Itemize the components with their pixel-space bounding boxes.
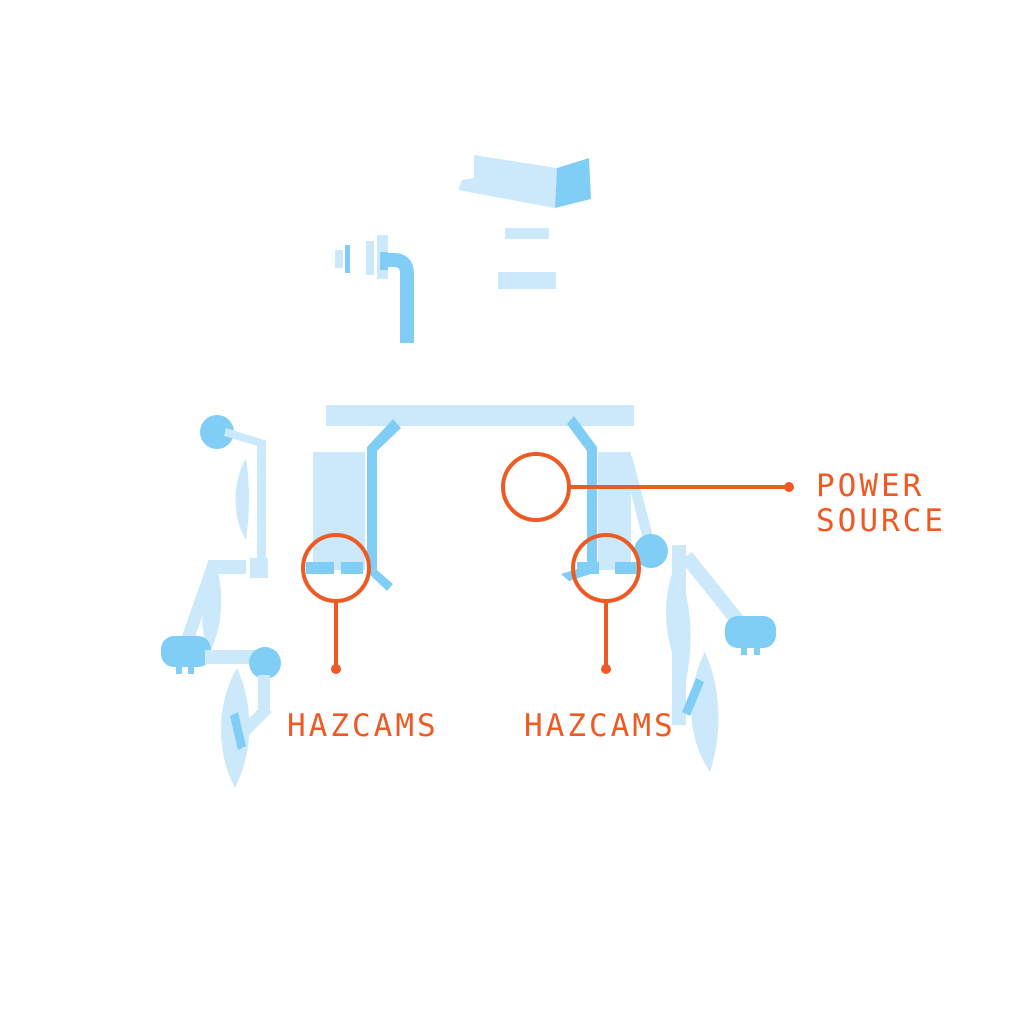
hazcams-left-label: HAZCAMS [287, 708, 439, 744]
suspension-left [161, 415, 281, 788]
hazcams-right-leader-dot [601, 664, 611, 674]
callout-hazcams-left: HAZCAMS [287, 533, 439, 744]
strut-left [367, 419, 401, 591]
suspension-right [623, 456, 776, 772]
mast-segment-upper [505, 228, 549, 239]
robotic-arm [335, 235, 414, 343]
mast-camera-head [458, 155, 591, 208]
power-source-leader-dot [784, 482, 794, 492]
wheel-right-front [725, 616, 776, 648]
body-block-left [313, 452, 365, 570]
joint-left-lower [249, 647, 281, 679]
joint-right-upper [634, 534, 668, 568]
hazcam-lens-right-a [577, 562, 599, 574]
callout-power-source: POWER SOURCE [501, 452, 946, 539]
mast-segment-lower [498, 272, 556, 289]
power-source-marker [501, 452, 571, 522]
hazcam-lens-left-a [306, 562, 334, 574]
hazcam-lens-left-b [341, 562, 363, 574]
rover-deck [326, 405, 634, 426]
wheel-left-front [161, 636, 211, 667]
joint-left-upper [200, 415, 234, 449]
hazcams-left-leader-dot [331, 664, 341, 674]
hazcams-right-label: HAZCAMS [524, 708, 676, 744]
power-source-label-line1: POWER [816, 468, 924, 504]
power-source-label-line2: SOURCE [816, 503, 946, 539]
hazcam-lens-right-b [615, 562, 639, 574]
rover-illustration [161, 155, 776, 788]
callout-hazcams-right: HAZCAMS [524, 533, 676, 744]
